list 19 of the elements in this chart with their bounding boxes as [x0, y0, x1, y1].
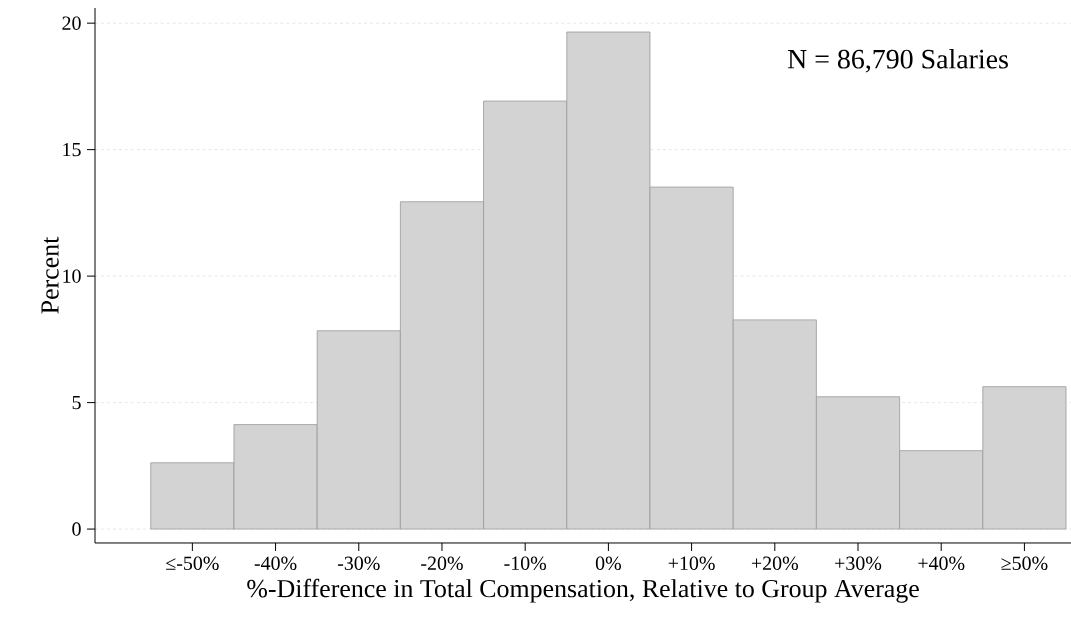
x-tick-label: ≤-50% [166, 556, 219, 571]
x-tick-label: +10% [668, 556, 715, 571]
y-tick-label: 5 [72, 395, 81, 410]
x-tick-label: +30% [835, 556, 882, 571]
x-tick-label: ≥50% [1001, 556, 1048, 571]
y-tick-label: 0 [72, 522, 81, 536]
x-axis-title: %-Difference in Total Compensation, Relative to Group Average [247, 578, 919, 603]
y-tick-label: 10 [63, 269, 81, 283]
x-tick-label: -20% [421, 556, 463, 571]
x-tick-label: +20% [751, 556, 799, 571]
x-tick-label: -10% [504, 556, 547, 571]
x-tick-label: -40% [254, 556, 297, 571]
x-tick-label: +40% [918, 556, 965, 571]
annotation: N = 86,790 Salaries [787, 48, 1008, 73]
x-tick-label: 0% [595, 556, 621, 571]
y-tick-label: 15 [63, 142, 81, 157]
y-axis-title: Percent [41, 236, 59, 314]
y-tick-label: 20 [62, 16, 81, 30]
x-tick-label: -30% [337, 556, 380, 571]
